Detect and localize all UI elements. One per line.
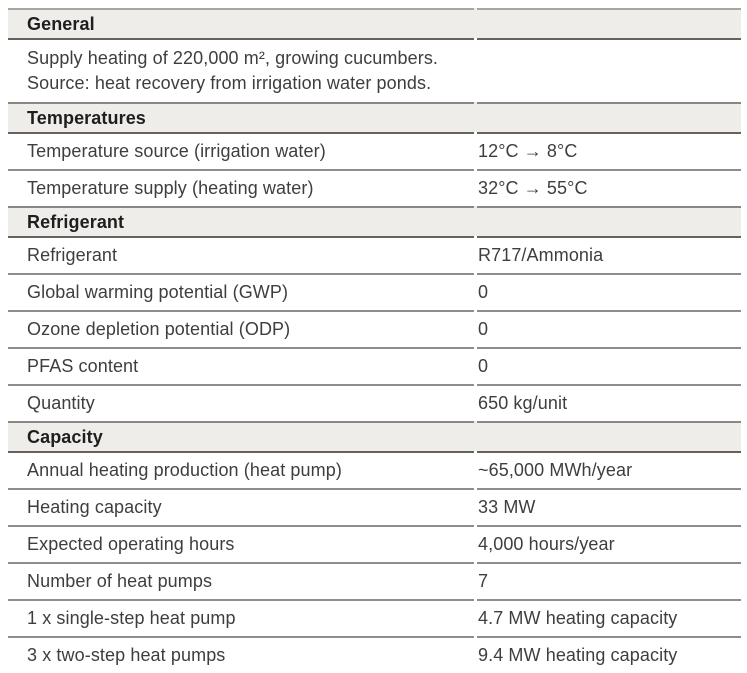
row-label-cell: Expected operating hours [8,525,474,562]
row-label-cell: 1 x single-step heat pump [8,599,474,636]
row-value: 4.7 MW heating capacity [478,608,678,628]
table-row: Number of heat pumps 7 [8,562,741,599]
table-row: Global warming potential (GWP) 0 [8,273,741,310]
row-value: 4,000 hours/year [478,534,615,554]
row-value: ~65,000 MWh/year [478,460,633,480]
table-row: 3 x two-step heat pumps 9.4 MW heating ca… [8,636,741,673]
section-header-capacity: Capacity [8,421,741,451]
table-row: PFAS content 0 [8,347,741,384]
section-header-general: General [8,8,741,38]
section-description-spacer [477,38,741,102]
row-value: 9.4 MW heating capacity [478,645,678,665]
table-row: Temperature supply (heating water) 32°C →… [8,169,741,206]
table-row: Refrigerant R717/Ammonia [8,236,741,273]
row-label-cell: Quantity [8,384,474,421]
section-title: Temperatures [27,107,146,128]
row-label-cell: Ozone depletion potential (ODP) [8,310,474,347]
row-label: 3 x two-step heat pumps [27,645,226,665]
row-label: Quantity [27,393,95,413]
row-label: Heating capacity [27,497,162,517]
row-label-cell: PFAS content [8,347,474,384]
section-title: Capacity [27,426,103,447]
section-title-cell: Temperatures [8,102,474,132]
row-value-cell: 650 kg/unit [477,384,741,421]
row-value-cell: R717/Ammonia [477,236,741,273]
row-label: Number of heat pumps [27,571,213,591]
row-label-cell: Annual heating production (heat pump) [8,451,474,488]
row-label-cell: Global warming potential (GWP) [8,273,474,310]
row-value: 0 [478,282,489,302]
row-value-cell: 12°C → 8°C [477,132,741,169]
table-row: Temperature source (irrigation water) 12°… [8,132,741,169]
section-header-spacer [477,421,741,451]
row-value-cell: 7 [477,562,741,599]
section-description-cell: Supply heating of 220,000 m², growing cu… [8,38,474,102]
table-row: Expected operating hours 4,000 hours/year [8,525,741,562]
row-label-cell: Refrigerant [8,236,474,273]
section-title-cell: General [8,8,474,38]
row-label-cell: 3 x two-step heat pumps [8,636,474,673]
section-title-cell: Refrigerant [8,206,474,236]
table-row: Quantity 650 kg/unit [8,384,741,421]
row-value: 0 [478,356,489,376]
section-header-spacer [477,102,741,132]
row-label: Ozone depletion potential (ODP) [27,319,291,339]
row-value-cell: 32°C → 55°C [477,169,741,206]
row-value: 650 kg/unit [478,393,568,413]
row-value: 33 MW [478,497,536,517]
row-value: 12°C → 8°C [478,141,578,161]
section-header-spacer [477,206,741,236]
row-value-cell: 33 MW [477,488,741,525]
row-label-cell: Number of heat pumps [8,562,474,599]
row-label: Expected operating hours [27,534,235,554]
row-value: 32°C → 55°C [478,178,588,198]
table-row: 1 x single-step heat pump 4.7 MW heating … [8,599,741,636]
section-description-row: Supply heating of 220,000 m², growing cu… [8,38,741,102]
section-title-cell: Capacity [8,421,474,451]
section-header-temperatures: Temperatures [8,102,741,132]
table-row: Ozone depletion potential (ODP) 0 [8,310,741,347]
section-header-spacer [477,8,741,38]
row-value-cell: 0 [477,347,741,384]
row-value-cell: 4.7 MW heating capacity [477,599,741,636]
spec-table: General Supply heating of 220,000 m², gro… [8,8,741,673]
row-label: Refrigerant [27,245,118,265]
description-line: Supply heating of 220,000 m², growing cu… [27,48,439,68]
section-header-refrigerant: Refrigerant [8,206,741,236]
section-title: General [27,13,95,34]
row-label-cell: Heating capacity [8,488,474,525]
row-label: Temperature source (irrigation water) [27,141,326,161]
row-label-cell: Temperature supply (heating water) [8,169,474,206]
description-line: Source: heat recovery from irrigation wa… [27,73,432,93]
row-label: Annual heating production (heat pump) [27,460,342,480]
row-value-cell: 0 [477,310,741,347]
row-label: PFAS content [27,356,139,376]
row-value-cell: 9.4 MW heating capacity [477,636,741,673]
row-label-cell: Temperature source (irrigation water) [8,132,474,169]
row-value-cell: 4,000 hours/year [477,525,741,562]
row-value: 7 [478,571,489,591]
row-value-cell: 0 [477,273,741,310]
table-row: Annual heating production (heat pump) ~65… [8,451,741,488]
row-label: Temperature supply (heating water) [27,178,314,198]
row-value-cell: ~65,000 MWh/year [477,451,741,488]
table-row: Heating capacity 33 MW [8,488,741,525]
row-value: R717/Ammonia [478,245,604,265]
section-title: Refrigerant [27,211,125,232]
row-value: 0 [478,319,489,339]
row-label: Global warming potential (GWP) [27,282,289,302]
row-label: 1 x single-step heat pump [27,608,236,628]
